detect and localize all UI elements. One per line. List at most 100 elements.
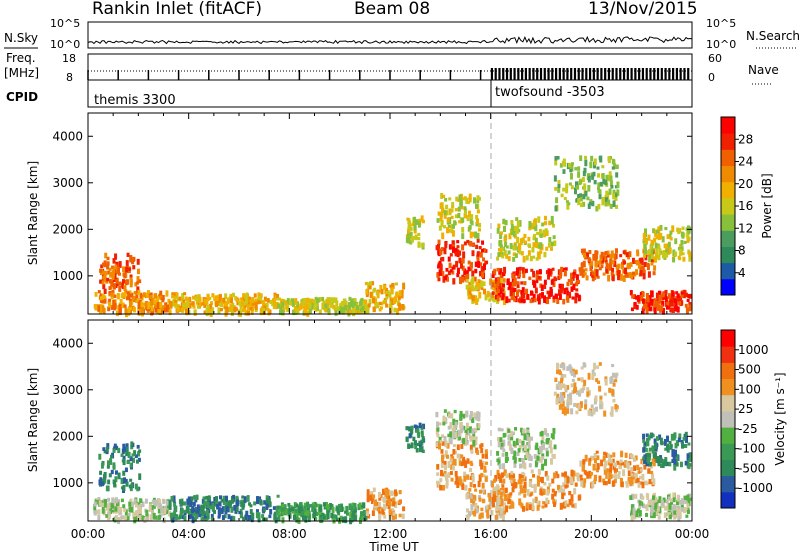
range-cell xyxy=(196,304,200,309)
range-cell xyxy=(630,307,634,312)
range-cell xyxy=(558,283,562,289)
range-cell xyxy=(401,303,405,311)
range-cell xyxy=(436,218,440,223)
range-cell xyxy=(476,256,480,262)
range-cell xyxy=(249,504,253,508)
range-cell xyxy=(547,270,551,276)
range-cell xyxy=(130,501,134,508)
range-cell xyxy=(468,281,472,286)
range-cell xyxy=(132,457,136,463)
date-label: 13/Nov/2015 xyxy=(588,0,698,19)
colorbar-tick-label: -100 xyxy=(738,442,765,456)
range-cell xyxy=(596,173,600,178)
range-cell xyxy=(470,214,474,220)
range-cell xyxy=(554,471,558,475)
range-cell xyxy=(314,503,318,508)
range-cell xyxy=(304,511,308,516)
range-cell xyxy=(151,508,155,514)
range-cell xyxy=(583,379,587,386)
range-cell xyxy=(477,423,481,429)
range-cell xyxy=(497,276,501,284)
range-cell xyxy=(665,254,669,258)
range-cell xyxy=(437,211,441,216)
range-cell xyxy=(525,502,529,509)
range-cell xyxy=(527,441,531,448)
range-cell xyxy=(450,215,454,220)
range-cell xyxy=(129,255,133,261)
range-cell xyxy=(496,484,500,490)
range-cell xyxy=(244,514,248,521)
range-cell xyxy=(208,503,212,509)
range-cell xyxy=(163,307,167,313)
range-cell xyxy=(680,231,684,237)
noise-trace xyxy=(87,35,693,45)
range-cell xyxy=(571,390,575,395)
range-cell xyxy=(505,451,509,457)
colorbar-tick-label: -25 xyxy=(738,422,758,436)
range-cell xyxy=(370,498,374,504)
range-cell xyxy=(558,489,562,493)
range-cell xyxy=(418,422,422,429)
range-cell xyxy=(596,275,600,279)
colorbar-swatch xyxy=(721,491,735,509)
range-cell xyxy=(614,462,618,468)
range-cell xyxy=(592,253,596,261)
range-cell xyxy=(476,209,480,214)
range-cell xyxy=(580,262,584,270)
range-cell xyxy=(583,470,587,475)
range-cell xyxy=(471,284,475,292)
range-cell xyxy=(334,514,338,519)
range-cell xyxy=(452,431,456,439)
range-cell xyxy=(127,512,131,517)
range-cell xyxy=(458,460,462,466)
range-cell xyxy=(682,295,686,299)
range-cell xyxy=(543,279,547,285)
range-cell xyxy=(103,297,107,304)
range-cell xyxy=(339,515,343,522)
range-cell xyxy=(672,456,676,461)
range-cell xyxy=(658,294,662,300)
range-cell xyxy=(458,220,462,224)
range-cell xyxy=(633,465,637,471)
range-cell xyxy=(537,468,541,475)
range-cell xyxy=(259,295,263,302)
range-cell xyxy=(541,463,545,471)
range-cell xyxy=(521,478,525,482)
range-cell xyxy=(496,281,500,287)
range-cell xyxy=(261,514,265,519)
range-cell xyxy=(456,481,460,489)
range-cell xyxy=(256,498,260,505)
range-cell xyxy=(134,282,138,287)
range-cell xyxy=(129,456,133,462)
range-cell xyxy=(611,372,615,378)
range-cell xyxy=(550,458,554,465)
range-cell xyxy=(543,298,547,304)
range-cell xyxy=(562,267,566,272)
range-cell xyxy=(590,261,594,267)
range-cell xyxy=(653,265,657,271)
range-cell xyxy=(611,158,615,165)
range-cell xyxy=(545,270,549,275)
range-cell xyxy=(559,163,563,168)
range-cell xyxy=(661,292,665,298)
range-cell xyxy=(657,462,661,467)
range-cell xyxy=(98,304,102,310)
range-cell xyxy=(492,491,496,495)
range-cell xyxy=(614,185,618,189)
range-cell xyxy=(112,448,116,453)
range-cell xyxy=(596,455,600,461)
range-cell xyxy=(251,307,255,312)
range-cell xyxy=(460,479,464,483)
range-cell xyxy=(548,236,552,243)
range-cell xyxy=(688,251,692,258)
range-cell xyxy=(110,280,114,287)
range-cell xyxy=(625,481,629,488)
range-cell xyxy=(479,251,483,258)
range-cell xyxy=(175,292,179,297)
range-cell xyxy=(512,252,516,256)
range-cell xyxy=(473,197,477,204)
range-cell xyxy=(500,491,504,496)
range-cell xyxy=(420,446,424,452)
range-cell xyxy=(563,196,567,201)
range-cell xyxy=(609,411,613,416)
